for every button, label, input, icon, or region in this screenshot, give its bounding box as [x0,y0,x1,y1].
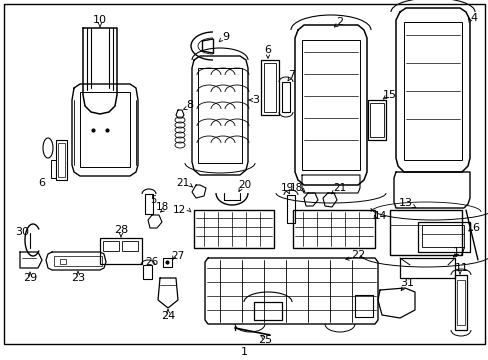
Text: 24: 24 [161,311,175,321]
Text: 4: 4 [469,13,477,23]
Text: 15: 15 [382,90,396,100]
Bar [142,265,152,279]
Bar [194,210,273,248]
Text: 5: 5 [149,195,156,205]
Text: 31: 31 [399,278,413,288]
Text: 6: 6 [264,45,271,55]
Bar [60,259,66,264]
Text: 29: 29 [23,273,37,283]
Bar [100,238,142,264]
Bar [264,63,275,112]
Bar [261,60,279,115]
Bar [421,225,463,247]
Text: 7: 7 [288,70,295,80]
Text: 12: 12 [172,205,185,215]
Text: 14: 14 [373,211,386,221]
Bar [302,40,359,170]
Text: 22: 22 [350,250,365,260]
Text: 9: 9 [222,32,229,42]
Bar [282,82,289,112]
Bar [122,241,138,251]
Text: 3: 3 [252,95,259,105]
Text: 19: 19 [280,183,293,193]
Text: 2: 2 [336,17,343,27]
Bar [198,68,242,163]
Text: 8: 8 [186,100,193,110]
Bar [51,160,56,178]
Text: 17: 17 [452,247,466,257]
Bar [389,210,461,255]
Text: 26: 26 [145,257,158,267]
Bar [54,256,102,266]
Bar [145,194,153,214]
Bar [163,258,172,267]
Text: 27: 27 [171,251,184,261]
Text: 11: 11 [454,263,468,273]
Text: 1: 1 [240,347,247,357]
Bar [103,241,119,251]
Text: 28: 28 [114,225,128,235]
Text: 18: 18 [155,202,168,212]
Bar [253,302,282,320]
Bar [80,92,130,167]
Text: 20: 20 [238,180,251,190]
Text: 18: 18 [289,183,302,193]
Text: 21: 21 [176,178,189,188]
Bar [454,275,466,330]
Text: 16: 16 [466,223,480,233]
Text: 25: 25 [257,335,271,345]
Bar [292,210,374,248]
Text: 30: 30 [15,227,29,237]
Bar [369,103,383,137]
Bar [286,195,294,223]
Text: 6: 6 [39,178,45,188]
Text: 21: 21 [333,183,346,193]
Bar [367,100,385,140]
Text: 10: 10 [93,15,107,25]
Bar [456,280,464,325]
Bar [354,295,372,317]
Text: 23: 23 [71,273,85,283]
Bar [56,140,67,180]
Bar [403,22,461,160]
Bar [58,143,65,177]
Bar [417,222,469,252]
Text: 13: 13 [398,198,412,208]
Bar [399,258,454,278]
